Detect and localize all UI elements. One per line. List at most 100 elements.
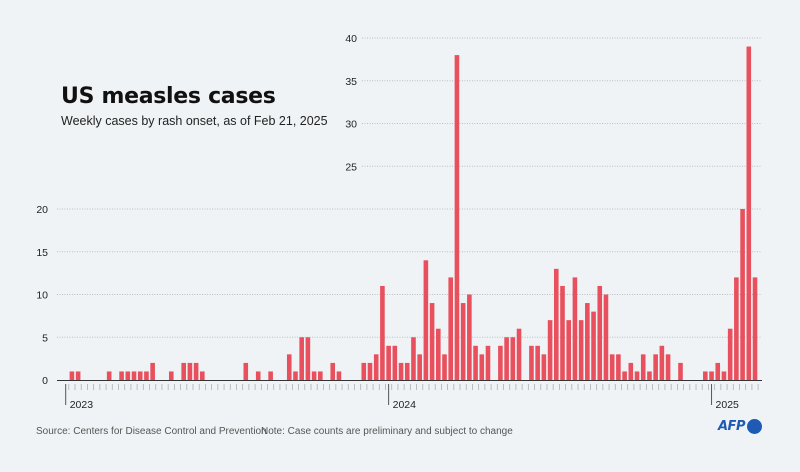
bar-week-104 <box>709 371 714 380</box>
bar-week-40 <box>311 371 317 380</box>
bar-week-64 <box>460 303 466 380</box>
y-tick-label: 35 <box>345 76 357 88</box>
x-axis: 2023 2024 2025 <box>57 380 762 411</box>
bar-week-88 <box>609 354 615 380</box>
bar-week-51 <box>380 285 385 380</box>
bar-week-57 <box>417 354 422 380</box>
bar-week-22 <box>200 371 205 380</box>
bar-week-36 <box>286 354 292 380</box>
y-tick-label: 25 <box>345 161 357 173</box>
bar-week-75 <box>529 345 534 380</box>
bar-week-71 <box>504 337 509 380</box>
bar-week-49 <box>367 362 373 380</box>
bar-week-85 <box>591 311 596 380</box>
bar-week-65 <box>467 294 472 380</box>
bar-week-50 <box>373 354 379 380</box>
y-tick-label: 40 <box>345 33 357 45</box>
logo-dot-icon <box>746 419 762 434</box>
year-label-2023: 2023 <box>70 399 94 411</box>
bar-week-11 <box>131 371 137 380</box>
bar-week-60 <box>436 328 441 380</box>
bar-week-43 <box>330 362 336 380</box>
bar-week-19 <box>181 362 186 380</box>
bar-week-9 <box>119 371 124 380</box>
bar-week-86 <box>597 285 603 380</box>
bar-week-54 <box>398 362 404 380</box>
bar-week-31 <box>255 371 261 380</box>
bar-week-78 <box>547 320 553 380</box>
bar-week-17 <box>168 371 174 380</box>
bar-week-55 <box>404 362 410 380</box>
bar-week-107 <box>727 328 733 380</box>
bars <box>69 46 758 381</box>
bar-week-73 <box>516 328 522 380</box>
bar-week-89 <box>616 354 621 380</box>
bar-week-70 <box>498 345 503 380</box>
bar-week-58 <box>423 260 429 380</box>
bar-week-79 <box>553 268 559 380</box>
bar-week-72 <box>510 337 516 380</box>
bar-week-39 <box>305 337 311 380</box>
bar-week-66 <box>473 345 478 380</box>
bar-week-92 <box>634 371 640 380</box>
chart-title: US measles cases <box>61 84 276 109</box>
y-tick-label: 15 <box>36 247 48 259</box>
bar-week-93 <box>640 354 646 380</box>
bar-week-52 <box>386 345 391 380</box>
bar-week-2 <box>75 371 81 380</box>
bar-week-14 <box>150 362 155 380</box>
bar-week-13 <box>144 371 149 380</box>
bar-week-7 <box>106 371 112 380</box>
chart-subtitle: Weekly cases by rash onset, as of Feb 21… <box>61 114 328 128</box>
bar-week-37 <box>293 371 298 380</box>
bar-week-33 <box>268 371 273 380</box>
bar-week-38 <box>299 337 304 380</box>
bar-week-68 <box>485 345 491 380</box>
bar-week-99 <box>678 362 683 380</box>
bar-week-76 <box>535 345 540 380</box>
bar-week-83 <box>578 320 584 380</box>
gridlines: 0 5 10 15 20 25 30 35 40 <box>36 33 762 387</box>
y-tick-label: 10 <box>36 290 48 302</box>
logo-text: AFP <box>718 419 745 434</box>
afp-logo: AFP <box>718 419 762 434</box>
bar-week-61 <box>442 354 447 380</box>
year-label-2025: 2025 <box>716 399 740 411</box>
bar-week-56 <box>411 337 416 380</box>
y-tick-label: 0 <box>42 375 48 387</box>
bar-week-20 <box>187 362 193 380</box>
bar-week-67 <box>479 354 485 380</box>
bar-week-105 <box>715 362 721 380</box>
bar-week-110 <box>746 46 752 381</box>
bar-week-106 <box>721 371 727 380</box>
year-label-2024: 2024 <box>393 399 417 411</box>
bar-week-91 <box>628 362 634 380</box>
bar-week-29 <box>243 362 249 380</box>
bar-week-87 <box>603 294 609 380</box>
y-tick-label: 5 <box>42 332 48 344</box>
y-tick-label: 30 <box>345 119 357 131</box>
bar-week-77 <box>541 354 547 380</box>
bar-week-108 <box>734 277 739 380</box>
bar-week-84 <box>585 303 590 380</box>
bar-week-10 <box>125 371 131 380</box>
bar-week-41 <box>318 371 323 380</box>
bar-week-12 <box>137 371 143 380</box>
bar-week-63 <box>454 55 460 380</box>
bar-week-48 <box>361 362 367 380</box>
disclaimer-note: Note: Case counts are preliminary and su… <box>261 426 513 437</box>
bar-week-96 <box>659 345 665 380</box>
bar-week-90 <box>622 371 627 380</box>
bar-week-44 <box>336 371 342 380</box>
bar-week-1 <box>69 371 75 380</box>
bar-week-103 <box>703 371 708 380</box>
bar-week-62 <box>448 277 454 380</box>
bar-week-109 <box>740 209 745 380</box>
bar-week-53 <box>392 345 398 380</box>
bar-week-94 <box>647 371 652 380</box>
source-note: Source: Centers for Disease Control and … <box>36 426 267 437</box>
bar-week-81 <box>566 320 572 380</box>
bar-week-111 <box>752 277 758 380</box>
bar-week-95 <box>653 354 658 380</box>
